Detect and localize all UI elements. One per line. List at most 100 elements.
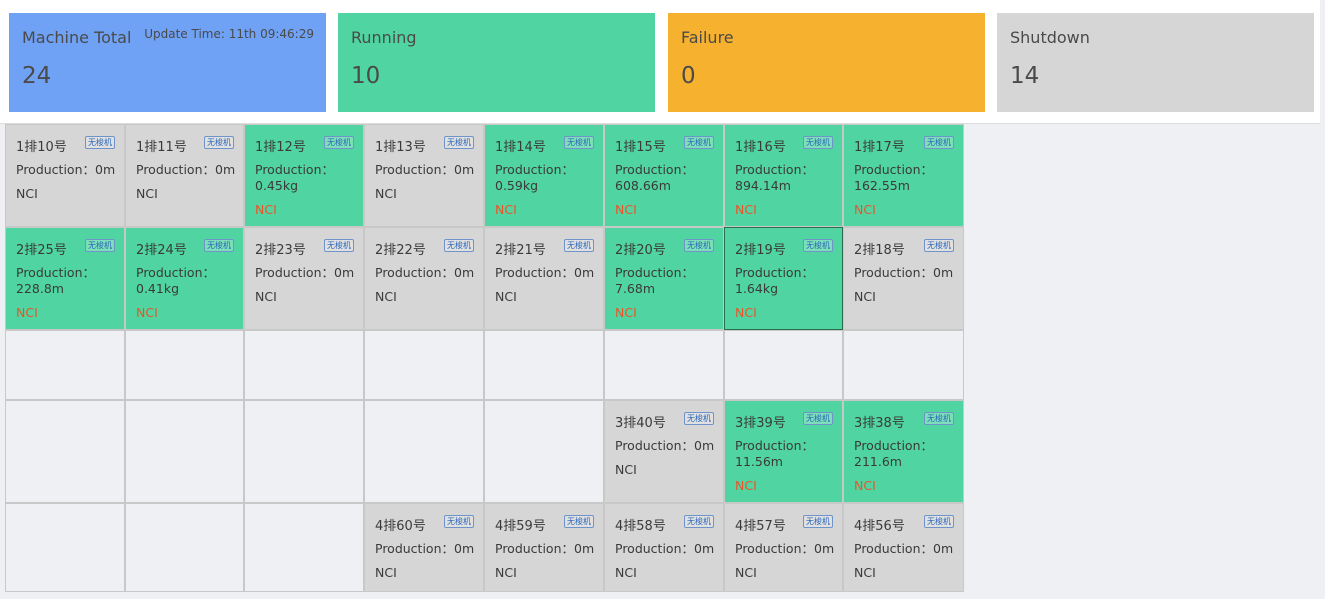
shutdown-value: 14 — [1010, 63, 1040, 89]
machine-production: Production：0m — [375, 541, 475, 556]
machine-production: Production：0m — [854, 265, 954, 280]
empty-slot — [724, 330, 843, 400]
machine-type-badge: 无梭机 — [444, 136, 474, 149]
machine-production: Production：0m — [495, 541, 595, 556]
machine-name: 1排15号 — [615, 140, 666, 155]
machine-production: Production：11.56m — [735, 438, 815, 469]
summary-bar: Machine Total 24 Update Time: 11th 09:46… — [0, 0, 1320, 124]
machine-name: 2排24号 — [136, 243, 187, 258]
machine-production: Production：0m — [16, 162, 116, 177]
machine-type-badge: 无梭机 — [324, 136, 354, 149]
machine-production: Production：7.68m — [615, 265, 695, 296]
running-value: 10 — [351, 63, 381, 89]
empty-slot — [125, 400, 244, 503]
empty-slot — [484, 330, 604, 400]
machine-status-text: NCI — [16, 186, 38, 201]
machine-status-text: NCI — [255, 202, 277, 217]
empty-slot — [364, 330, 484, 400]
machine-production: Production：0m — [854, 541, 954, 556]
machine-name: 3排40号 — [615, 416, 666, 431]
machine-status-text: NCI — [495, 289, 517, 304]
machine-card[interactable]: 1排17号 无梭机 Production：162.55m NCI — [843, 124, 964, 227]
machine-name: 1排16号 — [735, 140, 786, 155]
machine-card[interactable]: 2排19号 无梭机 Production：1.64kg NCI — [724, 227, 843, 330]
machine-card[interactable]: 4排59号 无梭机 Production：0m NCI — [484, 503, 604, 592]
empty-slot — [244, 400, 364, 503]
machine-card[interactable]: 2排22号 无梭机 Production：0m NCI — [364, 227, 484, 330]
empty-slot — [843, 330, 964, 400]
machine-type-badge: 无梭机 — [204, 136, 234, 149]
machine-card[interactable]: 2排24号 无梭机 Production：0.41kg NCI — [125, 227, 244, 330]
machine-status-text: NCI — [16, 305, 38, 320]
machine-card[interactable]: 1排12号 无梭机 Production：0.45kg NCI — [244, 124, 364, 227]
machine-status-text: NCI — [375, 289, 397, 304]
machine-card[interactable]: 4排58号 无梭机 Production：0m NCI — [604, 503, 724, 592]
machine-card[interactable]: 1排14号 无梭机 Production：0.59kg NCI — [484, 124, 604, 227]
machine-production: Production：0m — [255, 265, 355, 280]
machine-card[interactable]: 1排16号 无梭机 Production：894.14m NCI — [724, 124, 843, 227]
machine-name: 1排10号 — [16, 140, 67, 155]
machine-type-badge: 无梭机 — [85, 136, 115, 149]
machine-card[interactable]: 1排13号 无梭机 Production：0m NCI — [364, 124, 484, 227]
machine-card[interactable]: 1排11号 无梭机 Production：0m NCI — [125, 124, 244, 227]
machine-card[interactable]: 3排39号 无梭机 Production：11.56m NCI — [724, 400, 843, 503]
machine-type-badge: 无梭机 — [924, 239, 954, 252]
empty-slot — [5, 330, 125, 400]
machine-card[interactable]: 4排56号 无梭机 Production：0m NCI — [843, 503, 964, 592]
machine-production: Production：0m — [495, 265, 595, 280]
machine-card[interactable]: 3排40号 无梭机 Production：0m NCI — [604, 400, 724, 503]
machine-grid: 1排10号 无梭机 Production：0m NCI 1排11号 无梭机 Producti… — [5, 124, 964, 592]
empty-slot — [5, 503, 125, 592]
machine-card[interactable]: 3排38号 无梭机 Production：211.6m NCI — [843, 400, 964, 503]
machine-card[interactable]: 2排20号 无梭机 Production：7.68m NCI — [604, 227, 724, 330]
machine-name: 1排13号 — [375, 140, 426, 155]
shutdown-card: Shutdown 14 — [997, 13, 1314, 112]
machine-name: 1排14号 — [495, 140, 546, 155]
machine-name: 2排25号 — [16, 243, 67, 258]
machine-status-text: NCI — [735, 565, 757, 580]
machine-status-text: NCI — [854, 202, 876, 217]
machine-name: 2排20号 — [615, 243, 666, 258]
machine-status-text: NCI — [375, 186, 397, 201]
empty-slot — [244, 503, 364, 592]
machine-card[interactable]: 1排10号 无梭机 Production：0m NCI — [5, 124, 125, 227]
machine-card[interactable]: 4排60号 无梭机 Production：0m NCI — [364, 503, 484, 592]
empty-slot — [484, 400, 604, 503]
empty-slot — [125, 330, 244, 400]
machine-status-text: NCI — [735, 305, 757, 320]
machine-production: Production：0m — [375, 265, 475, 280]
machine-production: Production：0.45kg — [255, 162, 335, 193]
machine-name: 3排38号 — [854, 416, 905, 431]
machine-name: 4排57号 — [735, 519, 786, 534]
machine-type-badge: 无梭机 — [924, 515, 954, 528]
empty-slot — [364, 400, 484, 503]
machine-card[interactable]: 2排23号 无梭机 Production：0m NCI — [244, 227, 364, 330]
machine-name: 2排18号 — [854, 243, 905, 258]
empty-slot — [125, 503, 244, 592]
machine-type-badge: 无梭机 — [684, 136, 714, 149]
machine-total-value: 24 — [22, 63, 52, 89]
machine-type-badge: 无梭机 — [444, 239, 474, 252]
machine-type-badge: 无梭机 — [684, 412, 714, 425]
machine-production: Production：0m — [615, 438, 715, 453]
machine-status-text: NCI — [615, 202, 637, 217]
failure-value: 0 — [681, 63, 696, 89]
machine-name: 4排59号 — [495, 519, 546, 534]
machine-card[interactable]: 2排21号 无梭机 Production：0m NCI — [484, 227, 604, 330]
failure-card: Failure 0 — [668, 13, 985, 112]
machine-name: 2排22号 — [375, 243, 426, 258]
machine-total-label: Machine Total — [22, 28, 132, 47]
machine-production: Production：0m — [375, 162, 475, 177]
machine-production: Production：1.64kg — [735, 265, 815, 296]
machine-type-badge: 无梭机 — [684, 515, 714, 528]
machine-name: 2排21号 — [495, 243, 546, 258]
machine-card[interactable]: 2排25号 无梭机 Production：228.8m NCI — [5, 227, 125, 330]
machine-card[interactable]: 4排57号 无梭机 Production：0m NCI — [724, 503, 843, 592]
machine-card[interactable]: 2排18号 无梭机 Production：0m NCI — [843, 227, 964, 330]
machine-card[interactable]: 1排15号 无梭机 Production：608.66m NCI — [604, 124, 724, 227]
empty-slot — [244, 330, 364, 400]
machine-production: Production：0m — [735, 541, 835, 556]
machine-type-badge: 无梭机 — [924, 136, 954, 149]
machine-production: Production：211.6m — [854, 438, 934, 469]
machine-status-text: NCI — [375, 565, 397, 580]
